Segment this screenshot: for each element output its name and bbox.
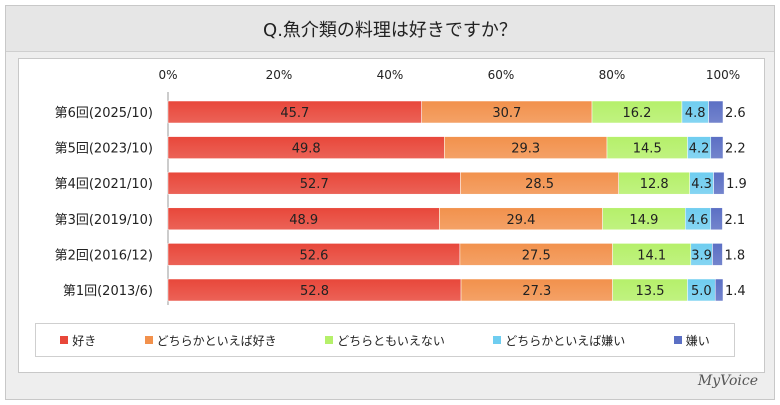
x-tick-label: 20% xyxy=(266,68,293,82)
legend-label: どちらかといえば嫌い xyxy=(505,333,626,348)
category-label: 第4回(2021/10) xyxy=(55,177,153,192)
legend-swatch xyxy=(144,336,153,344)
data-label: 29.3 xyxy=(511,142,540,157)
brand-logo: MyVoice xyxy=(697,373,758,389)
data-label: 4.2 xyxy=(689,142,710,157)
data-label: 28.5 xyxy=(525,177,554,192)
title-bar: Q.魚介類の料理は好きですか？ xyxy=(6,6,774,52)
category-label: 第1回(2013/6) xyxy=(63,284,153,299)
data-label: 49.8 xyxy=(292,142,321,157)
data-label: 48.9 xyxy=(289,213,318,228)
data-label: 3.9 xyxy=(691,248,712,263)
data-label: 14.5 xyxy=(633,142,662,157)
data-label: 5.0 xyxy=(691,284,712,299)
legend-item: どちらかといえば好き xyxy=(144,332,277,349)
legend: 好き どちらかといえば好き どちらともいえない どちらかといえば嫌い 嫌い xyxy=(35,323,735,357)
data-label: 13.5 xyxy=(636,284,665,299)
legend-item: どちらかといえば嫌い xyxy=(493,332,625,349)
data-label: 27.5 xyxy=(522,248,551,263)
category-label: 第3回(2019/10) xyxy=(55,213,153,228)
legend-item: どちらともいえない xyxy=(325,332,445,349)
data-label: 52.6 xyxy=(299,248,328,263)
legend-label: どちらかといえば好き xyxy=(156,333,277,348)
data-label: 1.4 xyxy=(725,284,746,299)
x-tick-label: 40% xyxy=(377,68,404,82)
data-label: 52.8 xyxy=(300,284,329,299)
legend-item: 好き xyxy=(60,332,96,349)
data-label: 16.2 xyxy=(622,106,651,121)
legend-label: 好き xyxy=(72,333,97,348)
data-label: 30.7 xyxy=(492,106,521,121)
data-label: 29.4 xyxy=(507,213,536,228)
bar-segment xyxy=(713,171,725,195)
x-tick-label: 80% xyxy=(599,68,626,82)
bar-segment xyxy=(710,207,723,231)
data-label: 14.9 xyxy=(629,213,658,228)
legend-label: どちらともいえない xyxy=(337,333,445,348)
data-label: 45.7 xyxy=(280,106,309,121)
legend-swatch xyxy=(493,336,502,344)
bar-segment xyxy=(710,136,724,159)
data-label: 2.2 xyxy=(725,142,746,157)
data-label: 1.9 xyxy=(726,177,747,192)
legend-swatch xyxy=(60,336,69,344)
data-label: 14.1 xyxy=(637,248,666,263)
data-label: 1.8 xyxy=(724,248,745,263)
data-label: 2.6 xyxy=(725,106,746,121)
bar-segment xyxy=(708,100,724,124)
legend-swatch xyxy=(325,336,334,344)
data-label: 27.3 xyxy=(522,284,551,299)
data-label: 4.8 xyxy=(685,106,706,121)
data-label: 12.8 xyxy=(640,177,669,192)
category-label: 第6回(2025/10) xyxy=(55,106,153,121)
data-label: 4.6 xyxy=(688,213,709,228)
x-tick-label: 60% xyxy=(488,68,515,82)
category-label: 第2回(2016/12) xyxy=(55,248,153,263)
x-tick-label: 100% xyxy=(706,68,740,82)
chart-title: Q.魚介類の料理は好きですか？ xyxy=(263,20,517,41)
data-label: 4.3 xyxy=(691,177,712,192)
legend-item: 嫌い xyxy=(673,332,710,349)
legend-label: 嫌い xyxy=(685,333,710,348)
category-label: 第5回(2023/10) xyxy=(55,142,153,157)
bar-segment xyxy=(714,278,724,302)
x-tick-label: 0% xyxy=(158,68,177,82)
bar-segment xyxy=(712,243,723,266)
data-label: 2.1 xyxy=(724,213,745,228)
data-label: 52.7 xyxy=(300,177,329,192)
legend-swatch xyxy=(673,336,682,344)
